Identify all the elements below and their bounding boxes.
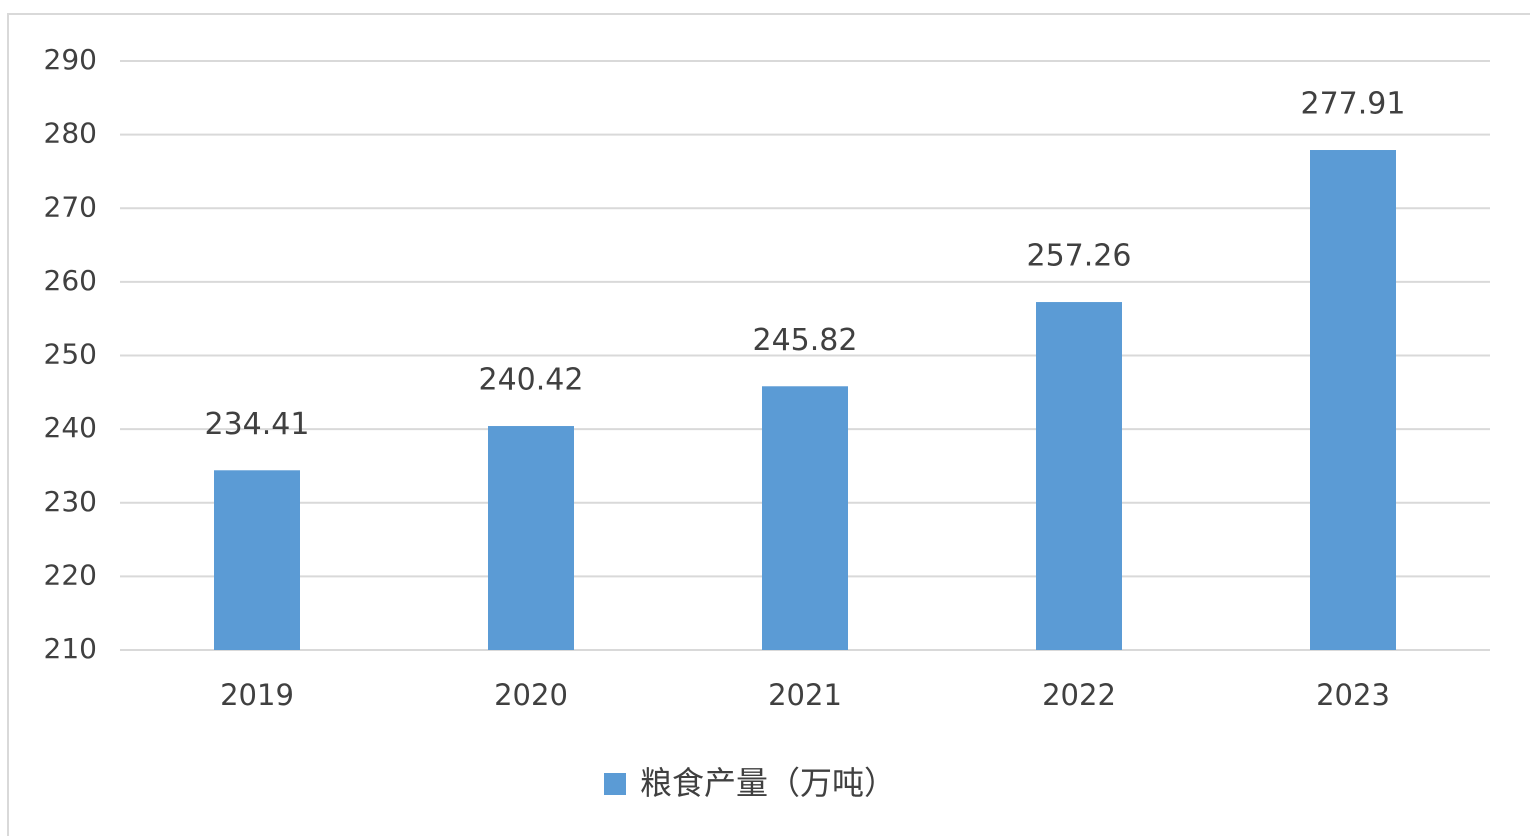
- data-label: 234.41: [205, 407, 310, 442]
- y-tick-label: 290: [44, 43, 97, 76]
- y-tick-label: 280: [44, 117, 97, 150]
- y-tick-label: 210: [44, 632, 97, 665]
- bar: [214, 470, 300, 650]
- x-tick-label: 2022: [1042, 678, 1116, 712]
- x-tick-label: 2021: [768, 678, 842, 712]
- y-tick-label: 260: [44, 264, 97, 297]
- bar: [1310, 150, 1396, 650]
- legend-swatch: [604, 773, 626, 795]
- y-tick-label: 270: [44, 190, 97, 223]
- legend-label: 粮食产量（万吨）: [640, 764, 896, 802]
- x-tick-label: 2020: [494, 678, 568, 712]
- data-label: 245.82: [753, 323, 858, 358]
- x-tick-label: 2023: [1316, 678, 1390, 712]
- bar: [488, 426, 574, 650]
- bar: [762, 386, 848, 650]
- bar: [1036, 302, 1122, 650]
- data-label: 240.42: [479, 363, 584, 398]
- y-tick-label: 240: [44, 411, 97, 444]
- data-label: 277.91: [1301, 87, 1406, 122]
- y-tick-label: 230: [44, 485, 97, 518]
- y-tick-label: 220: [44, 558, 97, 591]
- x-tick-label: 2019: [220, 678, 294, 712]
- y-tick-label: 250: [44, 338, 97, 371]
- data-label: 257.26: [1027, 239, 1132, 274]
